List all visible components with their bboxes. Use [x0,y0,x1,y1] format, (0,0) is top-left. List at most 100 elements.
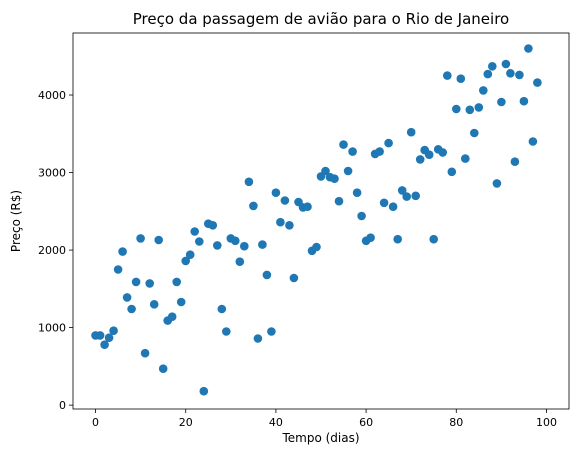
data-point-57 [348,147,357,156]
data-point-65 [384,138,393,148]
data-point-90 [497,97,506,107]
data-point-61 [366,233,375,242]
data-point-85 [474,103,484,112]
data-point-88 [488,62,497,71]
x-tick-label: 40 [269,416,283,429]
data-point-79 [447,167,457,177]
data-point-8 [127,304,136,314]
data-point-89 [492,179,502,188]
data-point-82 [461,154,470,163]
data-point-83 [465,105,475,115]
data-point-33 [240,241,249,251]
data-point-42 [280,196,290,205]
data-point-68 [397,186,407,195]
data-point-51 [321,166,330,176]
data-point-49 [312,242,321,252]
data-point-5 [113,265,123,274]
data-point-92 [506,69,515,78]
data-point-64 [379,198,389,208]
data-point-98 [533,78,542,87]
y-tick-label: 0 [59,399,66,412]
data-point-19 [176,297,186,307]
data-point-9 [131,277,141,287]
data-point-36 [253,334,263,343]
data-point-7 [122,293,132,302]
data-point-95 [519,96,529,106]
data-point-54 [334,196,344,206]
x-axis-label: Tempo (dias) [281,431,359,445]
data-point-38 [262,270,272,280]
data-point-71 [411,191,421,201]
data-point-26 [208,221,218,230]
data-point-66 [388,202,398,211]
data-point-18 [172,277,181,287]
data-point-80 [452,104,461,114]
y-axis-ticks: 0 1000 2000 3000 4000 [38,89,73,412]
x-tick-label: 0 [92,416,99,429]
data-point-59 [357,211,366,221]
y-axis-label: Preço (R$) [9,190,23,252]
data-point-4 [109,326,118,336]
data-point-55 [339,140,348,149]
y-tick-label: 4000 [38,89,66,102]
data-point-34 [244,177,254,187]
data-point-56 [343,166,353,176]
data-point-15 [158,364,168,374]
data-point-2 [100,340,109,350]
data-point-93 [510,157,520,166]
data-point-53 [330,174,339,183]
data-point-67 [393,234,403,244]
data-point-70 [406,127,416,137]
data-point-72 [415,155,425,164]
data-point-77 [438,148,448,157]
data-point-3 [104,333,114,343]
data-point-6 [118,247,127,256]
data-points [91,44,542,396]
data-point-97 [528,137,538,146]
x-axis-ticks: 0 20 40 60 80 100 [92,409,557,429]
data-point-35 [249,201,258,211]
data-point-13 [149,300,159,309]
data-point-44 [289,273,299,283]
data-point-63 [375,147,384,156]
data-point-41 [276,217,285,227]
data-point-12 [145,279,154,288]
data-point-37 [258,240,267,249]
data-point-47 [303,202,312,211]
x-tick-label: 80 [449,416,463,429]
y-tick-label: 2000 [38,244,66,257]
data-point-27 [213,241,222,250]
y-tick-label: 1000 [38,322,66,335]
data-point-23 [195,237,204,246]
data-point-81 [456,74,466,83]
data-point-10 [136,234,145,243]
data-point-87 [483,69,493,79]
data-point-31 [231,236,240,246]
data-point-74 [424,150,434,159]
x-tick-label: 60 [359,416,373,429]
data-point-91 [501,59,511,69]
data-point-14 [154,235,163,245]
data-point-21 [185,250,195,259]
data-point-28 [217,304,227,314]
data-point-22 [190,227,199,236]
y-tick-label: 3000 [38,167,66,180]
data-point-29 [222,327,231,336]
data-point-1 [95,331,105,340]
data-point-75 [429,234,439,244]
data-point-11 [140,348,150,358]
data-point-84 [470,128,479,138]
data-point-39 [267,327,276,336]
data-point-78 [443,71,452,80]
chart-title: Preço da passagem de avião para o Rio de… [133,10,509,28]
x-tick-label: 20 [179,416,193,429]
plot-frame [72,32,570,410]
data-point-58 [352,188,362,197]
data-point-86 [479,86,488,95]
data-point-20 [181,256,190,266]
data-point-94 [515,70,524,80]
data-point-69 [402,192,412,201]
x-tick-label: 100 [536,416,557,429]
data-point-24 [199,386,209,396]
